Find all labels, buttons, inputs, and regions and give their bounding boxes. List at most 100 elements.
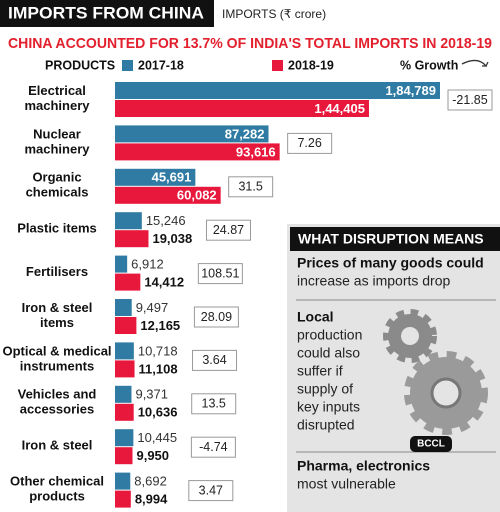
panel-title: WHAT DISRUPTION MEANS [298, 231, 484, 247]
growth-box [188, 480, 234, 502]
bar [115, 273, 141, 291]
category-label: Electrical [28, 83, 86, 98]
category-label: Plastic items [17, 221, 97, 236]
value-label: 93,616 [236, 144, 276, 159]
category-label: accessories [20, 402, 94, 417]
value-label: 8,692 [134, 474, 167, 489]
growth-box [447, 89, 493, 111]
bar [115, 186, 221, 204]
value-label: 10,718 [138, 343, 178, 358]
bar [115, 403, 134, 421]
category-label: machinery [24, 98, 90, 113]
growth-box [205, 219, 251, 241]
gear-hole [401, 327, 419, 345]
growth-box [192, 349, 238, 371]
legend-swatch [272, 60, 283, 71]
bar [115, 472, 131, 490]
bar [115, 255, 128, 273]
value-label: 10,636 [138, 405, 178, 420]
growth-box [191, 393, 237, 415]
category-label: items [40, 315, 74, 330]
gear-hole [430, 377, 462, 409]
chart-subtitle: CHINA ACCOUNTED FOR 13.7% OF INDIA'S TOT… [8, 35, 492, 52]
growth-value: 24.87 [213, 223, 244, 237]
value-label: 1,44,405 [314, 101, 365, 116]
growth-value: 3.47 [199, 483, 223, 497]
legend-label: 2018-19 [288, 58, 334, 72]
value-label: 1,84,789 [385, 83, 436, 98]
panel-text: could also [297, 345, 360, 361]
panel-heading: Local [297, 309, 334, 325]
growth-header: % Growth [400, 58, 458, 72]
units-label: IMPORTS (₹ crore) [222, 7, 326, 21]
value-label: 14,412 [144, 275, 184, 290]
bar [115, 100, 369, 117]
bar [115, 168, 196, 186]
value-label: 15,246 [146, 213, 186, 228]
title-bar [0, 0, 214, 27]
growth-value: 13.5 [202, 397, 226, 411]
growth-box [197, 263, 243, 285]
badge [410, 436, 452, 452]
value-label: 9,950 [136, 448, 169, 463]
bar [115, 429, 134, 447]
growth-box [228, 176, 274, 198]
badge-text: BCCL [417, 439, 445, 450]
category-header: PRODUCTS [45, 58, 115, 72]
bar [115, 447, 133, 465]
value-label: 10,445 [137, 430, 177, 445]
category-label: machinery [24, 141, 90, 156]
legend-label: 2017-18 [138, 58, 184, 72]
growth-box [193, 306, 239, 328]
bar [115, 230, 149, 248]
value-label: 60,082 [177, 188, 217, 203]
value-label: 11,108 [139, 361, 178, 376]
panel-text: increase as imports drop [297, 273, 451, 289]
bar [115, 317, 137, 334]
growth-value: 108.51 [201, 266, 239, 280]
panel-title-bar [290, 227, 500, 251]
panel-text: key inputs [297, 399, 360, 415]
category-label: Nuclear [33, 126, 81, 141]
bar [115, 360, 135, 378]
category-label: chemicals [26, 185, 89, 200]
side-panel: WHAT DISRUPTION MEANS BCCL Prices of man… [287, 224, 500, 512]
category-label: Optical & medical [2, 343, 111, 358]
bar [115, 143, 280, 161]
category-label: Other chemical [10, 474, 104, 489]
growth-value: 28.09 [201, 310, 232, 324]
panel-heading: Pharma, electronics [297, 458, 430, 474]
panel-text: suffer if [297, 363, 343, 379]
value-label: 45,691 [152, 170, 192, 185]
category-label: products [29, 489, 85, 504]
value-label: 9,497 [136, 300, 169, 315]
category-label: Organic [32, 170, 81, 185]
category-label: instruments [20, 358, 94, 373]
panel-text: disrupted [297, 417, 355, 433]
value-label: 87,282 [225, 126, 265, 141]
value-label: 9,371 [135, 387, 168, 402]
panel-text: supply of [297, 381, 353, 397]
chart-title: IMPORTS FROM CHINA [8, 3, 204, 22]
growth-value: -4.74 [199, 440, 228, 454]
bar [115, 299, 132, 316]
panel-text: production [297, 327, 362, 343]
growth-value: 3.64 [202, 353, 226, 367]
category-label: Fertilisers [26, 264, 88, 279]
category-label: Vehicles and [18, 387, 97, 402]
arrow-icon [461, 59, 489, 67]
value-label: 8,994 [135, 492, 168, 507]
value-label: 12,165 [140, 318, 180, 333]
value-label: 19,038 [152, 231, 192, 246]
bar [115, 82, 440, 99]
growth-value: 31.5 [238, 180, 262, 194]
growth-value: 7.26 [297, 136, 321, 150]
growth-box [287, 132, 333, 154]
bar [115, 385, 132, 403]
panel-text: most vulnerable [297, 476, 396, 492]
growth-value: -21.85 [452, 93, 487, 107]
bar [115, 212, 142, 230]
value-label: 6,912 [131, 257, 164, 272]
bar [115, 490, 131, 508]
